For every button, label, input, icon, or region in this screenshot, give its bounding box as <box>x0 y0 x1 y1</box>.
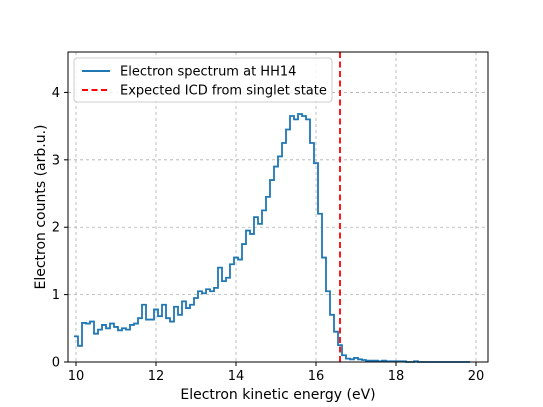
y-tick-label: 1 <box>52 288 60 303</box>
plot-area <box>74 52 470 363</box>
y-axis-ticks: 0 1 2 3 4 <box>52 86 68 371</box>
legend-label-spectrum: Electron spectrum at HH14 <box>120 65 296 80</box>
y-tick-label: 4 <box>52 86 60 101</box>
x-axis-ticks: 10 12 14 16 18 20 <box>68 362 485 384</box>
legend-box <box>73 57 333 103</box>
x-tick-label: 18 <box>388 369 405 384</box>
x-tick-label: 10 <box>68 369 85 384</box>
y-tick-label: 3 <box>52 153 60 168</box>
legend: Electron spectrum at HH14 Expected ICD f… <box>73 57 333 103</box>
x-axis-label: Electron kinetic energy (eV) <box>180 387 375 403</box>
x-tick-label: 12 <box>148 369 165 384</box>
y-axis-label: Electron counts (arb.u.) <box>33 124 49 289</box>
series-electron-spectrum <box>74 113 470 363</box>
x-tick-label: 14 <box>228 369 245 384</box>
axes-frame <box>67 51 489 363</box>
x-tick-label: 20 <box>468 369 485 384</box>
legend-label-icd: Expected ICD from singlet state <box>120 84 327 99</box>
y-tick-label: 2 <box>52 221 60 236</box>
x-tick-label: 16 <box>308 369 325 384</box>
y-tick-label: 0 <box>52 356 60 371</box>
